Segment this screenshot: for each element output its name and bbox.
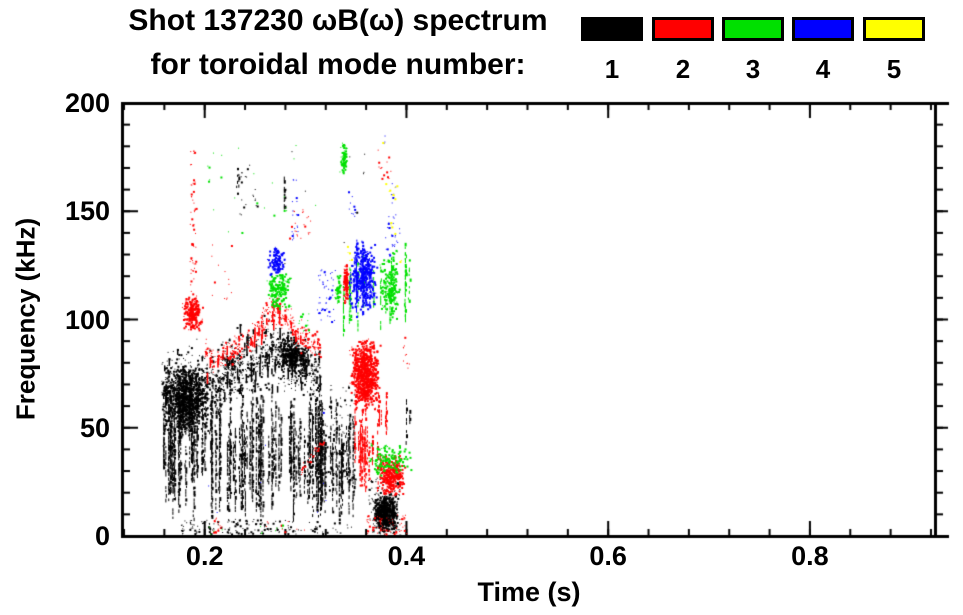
y-tick-label: 150 (64, 196, 110, 227)
legend-swatch-mode4 (792, 17, 854, 41)
x-tick-label: 0.6 (589, 541, 627, 571)
y-tick-label: 100 (64, 304, 110, 335)
legend-swatch-mode5 (863, 17, 925, 41)
legend-label-mode2: 2 (675, 54, 691, 84)
chart-title-line2: for toroidal mode number: (150, 48, 526, 81)
x-tick-label: 0.4 (387, 541, 426, 571)
legend-label-mode3: 3 (745, 54, 761, 84)
legend-swatch-mode1 (581, 17, 643, 41)
legend-label-mode4: 4 (815, 54, 831, 84)
legend-swatch-mode2 (652, 17, 714, 41)
legend-swatch-mode3 (722, 17, 784, 41)
y-tick-label: 50 (79, 412, 110, 443)
legend-label-mode5: 5 (886, 54, 902, 84)
x-tick-label: 0.2 (185, 541, 224, 571)
y-tick-label: 200 (64, 88, 110, 118)
legend-label-mode1: 1 (604, 54, 620, 84)
chart-title-line1: Shot 137230 ωB(ω) spectrum (128, 4, 548, 37)
y-tick-label: 0 (94, 521, 110, 551)
x-tick-label: 0.8 (791, 541, 829, 571)
x-axis-title: Time (s) (477, 577, 581, 607)
